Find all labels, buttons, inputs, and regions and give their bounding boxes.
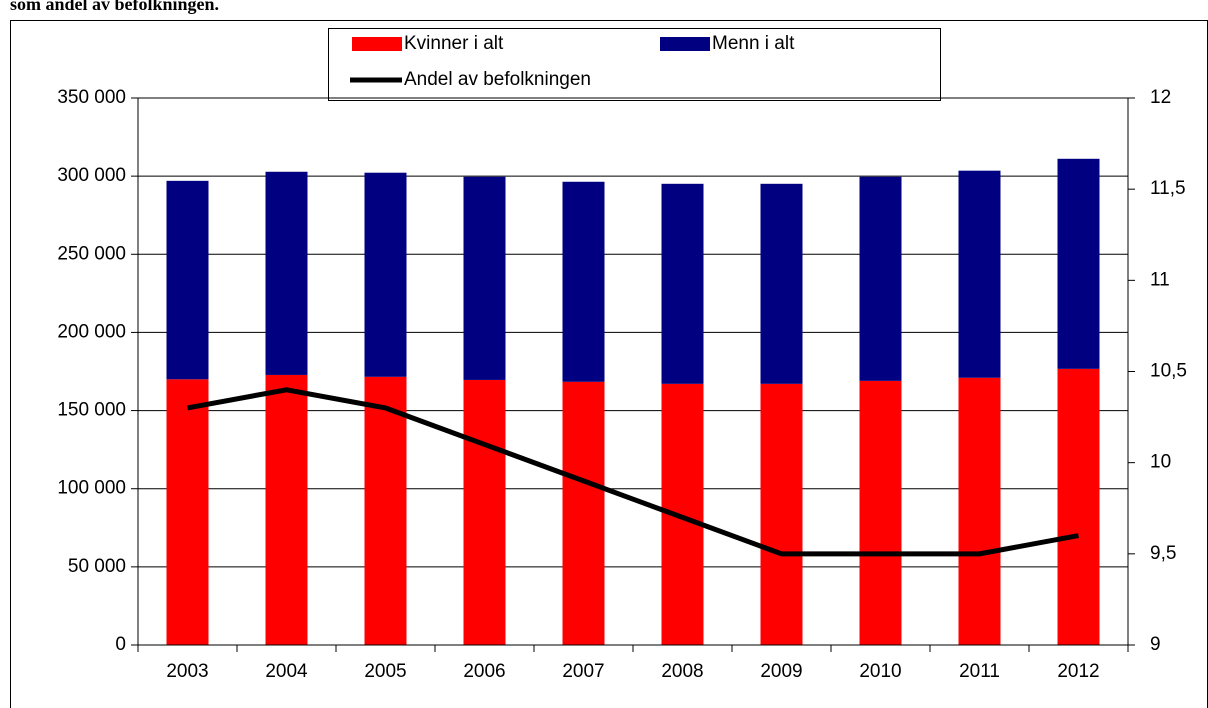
y2-tick-label: 10 [1150, 452, 1171, 473]
legend-swatch [660, 37, 710, 51]
bar [661, 183, 704, 384]
legend-label: Kvinner i alt [404, 33, 504, 54]
bar [859, 176, 902, 381]
y-tick-label: 300 000 [57, 165, 126, 186]
y2-tick-label: 11,5 [1150, 178, 1186, 199]
y-tick-label: 350 000 [57, 87, 126, 108]
bar [463, 176, 506, 380]
legend-label: Menn i alt [712, 33, 795, 54]
y2-tick-label: 10,5 [1150, 361, 1187, 382]
x-tick-label: 2007 [562, 661, 604, 682]
y-tick-label: 50 000 [68, 556, 126, 577]
bar [463, 379, 506, 645]
bar [166, 379, 209, 645]
line [187, 387, 1079, 557]
x-tick-label: 2004 [265, 661, 308, 682]
bar [265, 374, 308, 645]
y-tick-label: 0 [115, 634, 126, 655]
bar [562, 181, 605, 382]
legend-label: Andel av befolkningen [404, 69, 591, 90]
y-tick-label: 250 000 [57, 243, 126, 264]
bar [958, 377, 1001, 645]
legend-swatch [352, 37, 402, 51]
y-tick-label: 200 000 [57, 321, 126, 342]
y-tick-label: 100 000 [57, 478, 126, 499]
x-tick-label: 2005 [364, 661, 406, 682]
x-tick-label: 2009 [760, 661, 802, 682]
bar [1057, 158, 1100, 369]
x-tick-label: 2003 [166, 661, 208, 682]
bar [760, 383, 803, 645]
legend-box [328, 28, 941, 101]
bar [166, 180, 209, 380]
bar [562, 381, 605, 645]
y2-tick-label: 9,5 [1150, 543, 1176, 564]
bar [265, 171, 308, 375]
y-tick-label: 150 000 [57, 400, 126, 421]
bar [859, 380, 902, 645]
bar [1057, 368, 1100, 645]
y2-tick-label: 12 [1150, 87, 1171, 108]
chart-title: som andel av befolkningen. [10, 0, 219, 14]
bar [760, 183, 803, 384]
bar [364, 376, 407, 645]
x-tick-label: 2010 [859, 661, 901, 682]
x-tick-label: 2006 [463, 661, 505, 682]
y2-tick-label: 9 [1150, 634, 1161, 655]
x-tick-label: 2008 [661, 661, 703, 682]
x-tick-label: 2011 [959, 661, 1000, 682]
x-tick-label: 2012 [1057, 661, 1099, 682]
bar [364, 172, 407, 377]
y2-tick-label: 11 [1150, 269, 1170, 290]
bar [958, 170, 1001, 378]
